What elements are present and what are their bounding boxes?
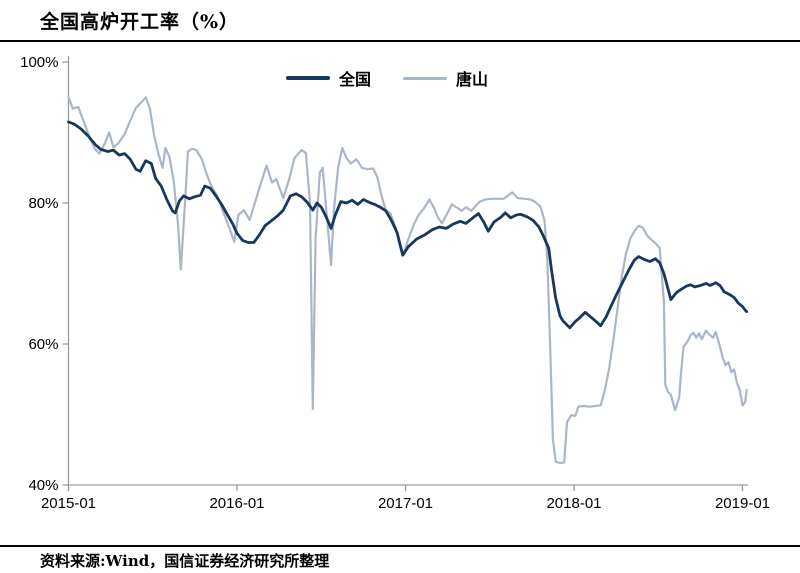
y-axis-tick-label: 100% bbox=[20, 54, 58, 71]
legend-item-tangshan: 唐山 bbox=[403, 66, 488, 90]
legend-label-tangshan: 唐山 bbox=[456, 70, 489, 89]
tangshan-line-swatch bbox=[403, 76, 448, 80]
series-line-national bbox=[67, 120, 749, 330]
series-line-tangshan bbox=[67, 96, 748, 465]
national-line-swatch bbox=[286, 76, 330, 80]
x-axis-tick-label: 2018-01 bbox=[546, 495, 601, 512]
chart-legend: 全国 唐山 bbox=[286, 66, 488, 90]
legend-label-national: 全国 bbox=[339, 70, 372, 89]
page-title: 全国高炉开工率（%） bbox=[40, 11, 240, 33]
line-chart: 100% 80% 60% 40%2015-01 2016-01 2017-01 2018-0… bbox=[20, 54, 770, 512]
x-axis-tick-label: 2016-01 bbox=[209, 495, 264, 512]
y-axis-tick-label: 80% bbox=[28, 195, 58, 212]
legend-item-national: 全国 bbox=[286, 66, 371, 90]
y-axis-tick-label: 60% bbox=[28, 336, 58, 353]
x-axis-tick-label: 2015-01 bbox=[41, 495, 96, 512]
bottom-divider bbox=[0, 545, 800, 547]
top-divider bbox=[0, 40, 800, 42]
x-axis-tick-label: 2017-01 bbox=[378, 495, 433, 512]
source-note: 资料来源:Wind，国信证券经济研究所整理 bbox=[40, 552, 330, 570]
x-axis-tick-label: 2019-01 bbox=[715, 495, 770, 512]
y-axis-tick-label: 40% bbox=[28, 477, 58, 494]
